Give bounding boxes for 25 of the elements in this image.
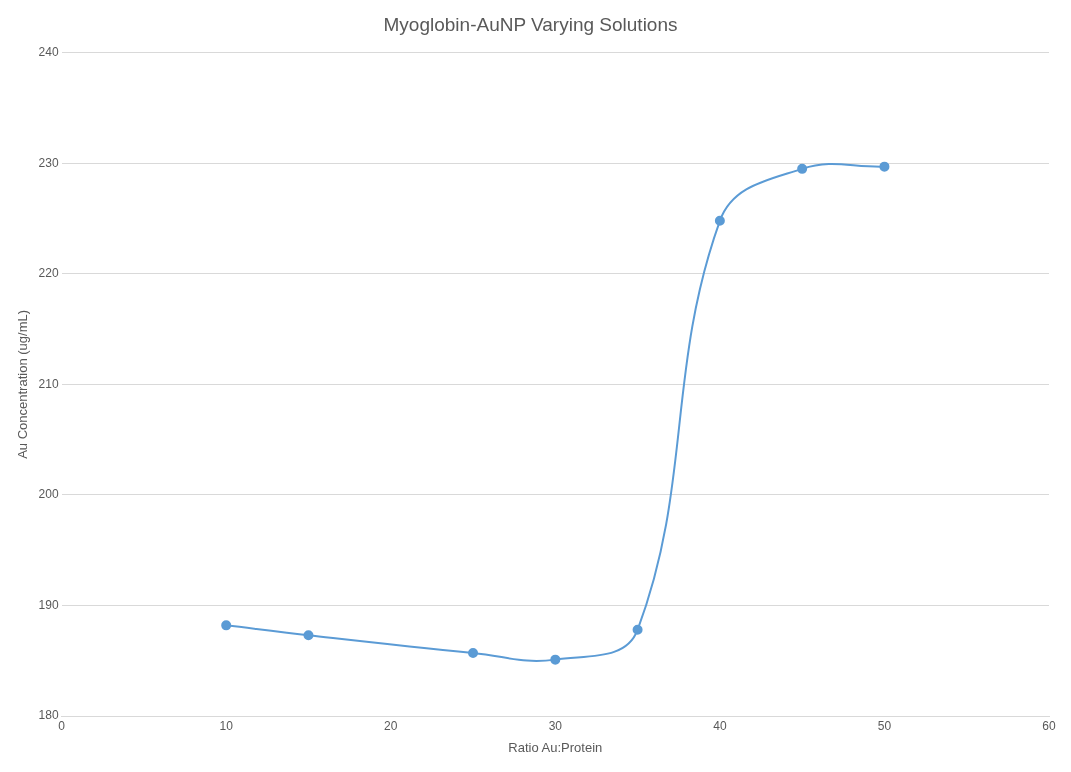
point	[879, 161, 890, 172]
point	[714, 215, 725, 226]
x-tick-label: 60	[1042, 718, 1056, 733]
x-tick-label: 50	[877, 718, 892, 733]
y-tick-label: 190	[38, 597, 59, 612]
point	[632, 624, 643, 635]
point	[221, 620, 232, 631]
x-tick-label: 10	[219, 718, 234, 733]
y-tick-label: 180	[38, 708, 59, 723]
x-tick-label: 30	[548, 718, 563, 733]
chart-title: Myoglobin-AuNP Varying Solutions	[383, 13, 678, 35]
y-tick-label: 210	[38, 376, 59, 391]
point	[303, 630, 314, 641]
y-tick-label: 200	[38, 487, 59, 502]
x-tick-label: 20	[384, 718, 398, 733]
y-tick-label: 240	[38, 45, 59, 60]
point	[550, 654, 561, 665]
y-tick-label: 230	[38, 155, 59, 170]
point	[468, 648, 479, 658]
x-axis-title: Ratio Au:Protein	[508, 739, 603, 755]
point	[797, 163, 808, 174]
y-tick-label: 220	[38, 266, 59, 281]
y-axis-title: Au Concentration (ug/mL)	[15, 309, 31, 459]
x-tick-label: 0	[58, 718, 66, 733]
x-tick-label: 40	[713, 718, 727, 733]
